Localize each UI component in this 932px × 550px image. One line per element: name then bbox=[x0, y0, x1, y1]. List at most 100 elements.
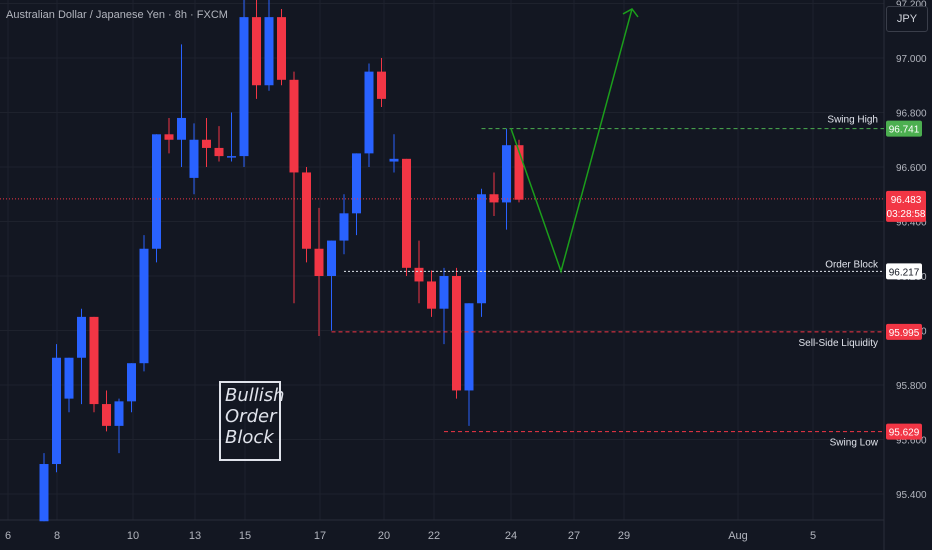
candle bbox=[277, 8, 286, 86]
candle bbox=[314, 207, 324, 336]
y-tick-label-1: 95.600 bbox=[896, 436, 927, 447]
candle bbox=[114, 398, 124, 454]
candle bbox=[89, 316, 99, 413]
candle bbox=[389, 134, 399, 173]
current-price-tag bbox=[886, 190, 926, 222]
candle bbox=[139, 235, 149, 372]
candle-body bbox=[414, 267, 424, 282]
level-label-3: Swing Low bbox=[830, 438, 879, 449]
candle bbox=[364, 63, 374, 167]
candle-body bbox=[177, 117, 186, 140]
projection-arrowhead bbox=[622, 7, 639, 18]
level-price-tag-1 bbox=[886, 263, 922, 280]
y-tick-label-6: 96.600 bbox=[896, 163, 927, 174]
level-label-2: Sell-Side Liquidity bbox=[799, 338, 879, 349]
candle bbox=[152, 134, 161, 263]
annotation-line-2: Order bbox=[225, 406, 277, 427]
level-price-tag-3 bbox=[886, 423, 922, 440]
candle bbox=[289, 71, 299, 304]
x-tick-label-11: Aug bbox=[728, 530, 748, 542]
y-tick-label-9: 97.200 bbox=[896, 0, 927, 11]
candle-body bbox=[489, 194, 499, 203]
y-tick-label-0: 95.400 bbox=[896, 490, 927, 501]
candle bbox=[402, 158, 411, 276]
x-tick-label-12: 5 bbox=[810, 530, 816, 542]
level-price-tag-text-1: 96.217 bbox=[889, 267, 920, 278]
x-tick-label-5: 17 bbox=[314, 530, 326, 542]
candle bbox=[239, 0, 249, 167]
candle bbox=[427, 270, 436, 317]
candle bbox=[464, 303, 474, 426]
candle-body bbox=[277, 17, 286, 80]
candle-body bbox=[402, 158, 411, 268]
candle-body bbox=[327, 240, 336, 276]
chart-title: Australian Dollar / Japanese Yen · 8h · … bbox=[6, 9, 228, 21]
candle bbox=[202, 117, 211, 167]
candle bbox=[502, 128, 511, 230]
annotation-line-1: Bullish bbox=[225, 385, 285, 406]
current-price-countdown: 03:28:58 bbox=[887, 209, 926, 220]
x-tick-label-1: 8 bbox=[54, 530, 60, 542]
x-tick-label-4: 15 bbox=[239, 530, 251, 542]
candle-body bbox=[202, 139, 211, 148]
x-tick-label-7: 22 bbox=[428, 530, 440, 542]
y-tick-label-8: 97.000 bbox=[896, 54, 927, 65]
candle-body bbox=[464, 303, 474, 391]
candle-body bbox=[189, 139, 199, 178]
candle-body bbox=[152, 134, 161, 249]
candle-body bbox=[164, 134, 174, 140]
candle bbox=[452, 267, 461, 399]
x-tick-label-10: 29 bbox=[618, 530, 630, 542]
level-label-0: Swing High bbox=[827, 115, 878, 126]
level-label-1: Order Block bbox=[825, 259, 879, 270]
candle-body bbox=[364, 71, 374, 154]
candle-body bbox=[227, 156, 236, 158]
x-tick-label-8: 24 bbox=[505, 530, 517, 542]
candle-body bbox=[214, 147, 224, 157]
candle bbox=[514, 139, 524, 203]
candle-body bbox=[77, 316, 86, 358]
candle-body bbox=[339, 213, 349, 241]
candle-body bbox=[127, 363, 136, 402]
candle-body bbox=[514, 145, 524, 200]
candle-body bbox=[114, 401, 124, 426]
candle-body bbox=[64, 357, 74, 399]
x-tick-label-9: 27 bbox=[568, 530, 580, 542]
projection-path bbox=[510, 8, 633, 274]
candle-body bbox=[302, 172, 311, 249]
x-tick-label-0: 6 bbox=[5, 530, 11, 542]
candle bbox=[302, 167, 311, 263]
y-tick-label-2: 95.800 bbox=[896, 381, 927, 392]
candle bbox=[52, 344, 61, 473]
candle bbox=[164, 117, 174, 154]
x-tick-label-3: 13 bbox=[189, 530, 201, 542]
candle bbox=[39, 453, 49, 522]
level-price-tag-text-0: 96.741 bbox=[889, 125, 920, 136]
candle bbox=[127, 363, 136, 413]
candle-body bbox=[389, 158, 399, 162]
candle-body bbox=[89, 316, 99, 405]
candle bbox=[414, 240, 424, 304]
level-price-tag-text-3: 95.629 bbox=[889, 428, 920, 439]
candle-body bbox=[352, 153, 361, 214]
candle bbox=[377, 58, 386, 108]
candle bbox=[489, 172, 499, 217]
currency-button[interactable]: JPY bbox=[886, 6, 928, 32]
candle-body bbox=[452, 276, 461, 391]
candle-body bbox=[239, 17, 249, 157]
candle-body bbox=[39, 464, 49, 522]
candle bbox=[227, 112, 236, 162]
candle bbox=[64, 357, 74, 413]
candle-body bbox=[502, 145, 511, 203]
candle-body bbox=[477, 194, 486, 304]
candle bbox=[339, 194, 349, 255]
candle-body bbox=[427, 281, 436, 309]
candle bbox=[102, 390, 111, 432]
candle-body bbox=[314, 248, 324, 276]
current-price-text: 96.483 bbox=[891, 195, 922, 206]
candle-body bbox=[264, 17, 274, 86]
candle bbox=[327, 240, 336, 331]
y-tick-label-7: 96.800 bbox=[896, 109, 927, 120]
